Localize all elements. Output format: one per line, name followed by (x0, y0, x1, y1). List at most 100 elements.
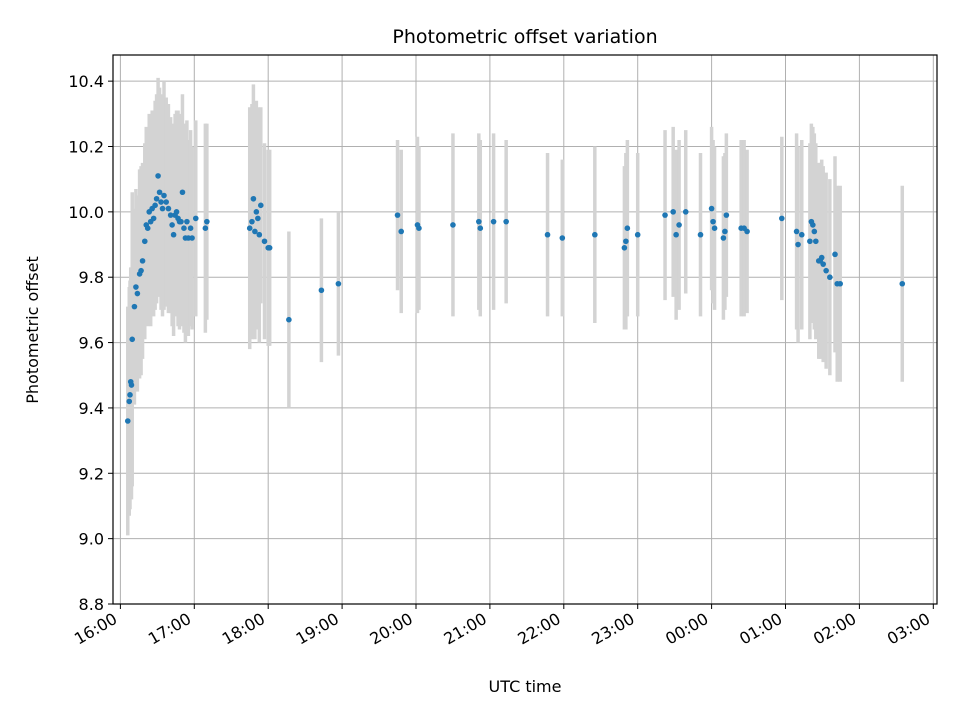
data-point (394, 212, 401, 218)
data-point (138, 267, 144, 274)
y-axis: 8.8 9.0 9.2 9.4 9.6 9.8 10.0 10.2 10.4 (68, 72, 113, 614)
data-point (837, 280, 843, 287)
data-point (258, 202, 264, 209)
data-point (133, 284, 139, 290)
data-point (167, 212, 174, 218)
data-point (318, 287, 325, 294)
data-point (261, 238, 268, 245)
chart-title: Photometric offset variation (392, 26, 657, 48)
data-point (173, 209, 180, 215)
data-point (204, 218, 210, 225)
data-point (255, 215, 261, 222)
data-point (187, 225, 194, 231)
data-point (246, 225, 253, 231)
data-point (624, 225, 631, 231)
data-point (490, 218, 497, 225)
data-point (711, 225, 718, 231)
data-point (141, 238, 148, 245)
data-point (592, 231, 598, 238)
data-point (286, 316, 292, 323)
data-point (124, 418, 131, 424)
data-point (253, 209, 260, 215)
data-point (127, 392, 133, 398)
data-point (832, 251, 838, 258)
data-point (144, 225, 151, 231)
data-point (181, 225, 187, 231)
data-point (169, 222, 175, 228)
y-axis-label: Photometric offset (23, 256, 42, 404)
data-point (670, 209, 676, 215)
data-point (170, 231, 177, 238)
data-point (820, 261, 826, 267)
data-point (662, 212, 668, 218)
data-point (335, 280, 342, 287)
data-point (823, 267, 829, 274)
data-point (179, 189, 186, 196)
data-point (621, 245, 628, 251)
data-point (477, 225, 484, 231)
data-point (159, 205, 166, 212)
data-point (811, 228, 818, 235)
data-point (818, 254, 825, 261)
y-tick-label: 10.4 (68, 72, 104, 91)
y-tick-label: 8.8 (79, 595, 104, 614)
plot-frame (112, 54, 938, 605)
data-point (899, 280, 906, 287)
data-point (810, 222, 816, 228)
data-point (798, 231, 805, 238)
data-point (192, 215, 199, 222)
y-tick-label: 10.0 (68, 203, 104, 222)
data-points (124, 173, 906, 424)
y-tick-label: 9.2 (79, 464, 104, 483)
data-point (129, 336, 136, 343)
data-point (184, 218, 190, 225)
data-point (163, 199, 170, 205)
data-point (189, 235, 195, 241)
data-point (720, 235, 727, 241)
data-point (152, 202, 158, 209)
data-point (723, 212, 730, 218)
data-point (156, 189, 163, 196)
x-axis-label: UTC time (489, 677, 562, 696)
data-point (827, 274, 833, 281)
data-point (153, 195, 160, 202)
data-point (793, 228, 800, 235)
data-point (202, 225, 209, 231)
data-point (126, 398, 133, 405)
data-point (634, 231, 641, 238)
data-point (559, 235, 566, 241)
data-point (476, 218, 482, 225)
data-point (158, 199, 164, 205)
data-point (779, 215, 785, 222)
data-point (139, 258, 146, 264)
data-point (178, 218, 184, 225)
data-point (682, 209, 689, 215)
data-point (155, 173, 161, 179)
data-point (252, 228, 258, 235)
data-point (161, 192, 167, 199)
data-point (128, 382, 135, 388)
data-point (249, 218, 255, 225)
data-point (544, 231, 551, 238)
data-point (250, 195, 257, 202)
y-tick-label: 9.8 (79, 268, 104, 287)
data-point (150, 215, 157, 222)
data-point (795, 241, 801, 248)
data-point (503, 218, 509, 225)
data-point (697, 231, 704, 238)
y-tick-label: 9.0 (79, 530, 104, 549)
data-point (744, 228, 750, 235)
data-point (813, 238, 819, 245)
data-point (266, 245, 273, 251)
data-point (134, 290, 141, 297)
y-tick-label: 9.4 (79, 399, 104, 418)
data-point (256, 231, 263, 238)
data-point (722, 228, 728, 235)
data-point (673, 231, 679, 238)
y-tick-label: 10.2 (68, 138, 104, 157)
data-point (708, 205, 715, 212)
data-point (416, 225, 422, 231)
data-point (710, 218, 716, 225)
data-point (450, 222, 456, 228)
